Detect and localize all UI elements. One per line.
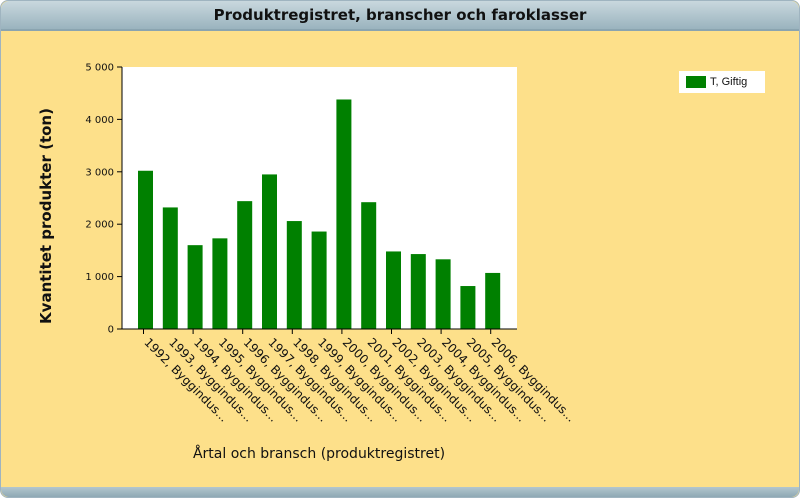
legend-swatch <box>686 76 706 88</box>
y-tick-label: 1 000 <box>85 272 114 283</box>
bar-2004 <box>435 259 451 329</box>
bar-2000 <box>336 99 352 329</box>
bar-1993 <box>162 207 178 329</box>
x-axis-title: Årtal och bransch (produktregistret) <box>193 445 445 462</box>
y-tick-label: 2 000 <box>85 220 114 231</box>
chart-title: Produktregistret, branscher och faroklas… <box>213 6 587 24</box>
bar-2003 <box>410 254 426 329</box>
bar-2001 <box>361 202 377 329</box>
bar-1995 <box>212 238 228 329</box>
y-tick-label: 0 <box>108 325 114 336</box>
bottom-bar <box>1 487 799 497</box>
bar-1994 <box>187 245 203 329</box>
legend: T, Giftig <box>679 71 765 93</box>
y-tick-label: 3 000 <box>85 167 114 178</box>
y-axis-title: Kvantitet produkter (ton) <box>37 108 55 324</box>
bar-1992 <box>138 170 153 329</box>
bar-1998 <box>286 221 302 329</box>
bar-1996 <box>237 201 253 329</box>
bar-2006 <box>485 272 501 329</box>
bar-2002 <box>386 251 401 329</box>
title-bar: Produktregistret, branscher och faroklas… <box>1 1 799 31</box>
bar-2005 <box>460 286 476 329</box>
bar-1997 <box>262 174 277 329</box>
y-tick-label: 4 000 <box>85 115 114 126</box>
legend-label: T, Giftig <box>710 76 748 88</box>
bar-1999 <box>311 231 327 329</box>
y-tick-label: 5 000 <box>85 63 114 74</box>
